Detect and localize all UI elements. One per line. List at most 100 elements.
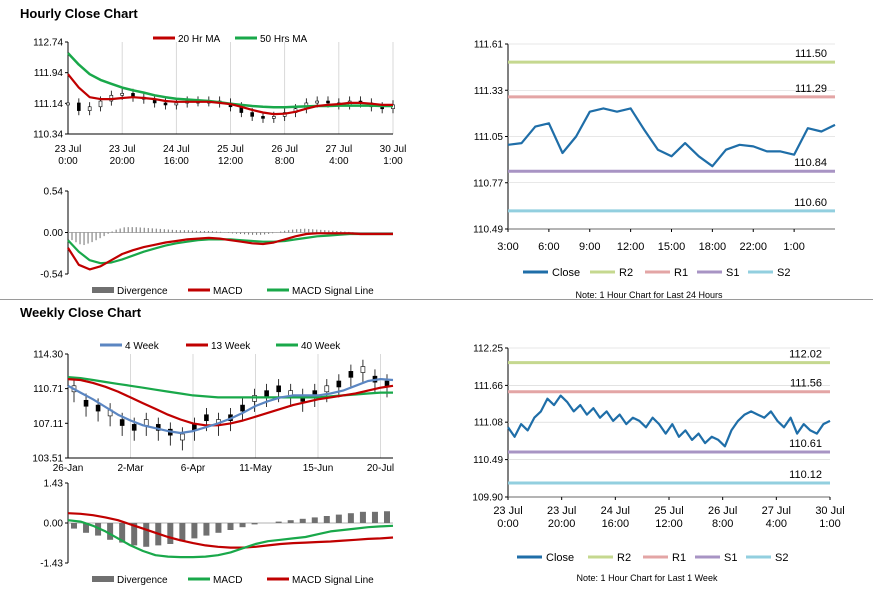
- y-tick-label: 0.54: [44, 187, 64, 198]
- legend-macd-signal-label: MACD Signal Line: [292, 286, 374, 297]
- candle-body: [83, 399, 89, 407]
- 20-hr-ma-line: [67, 73, 393, 116]
- divergence-bar: [71, 523, 77, 529]
- divergence-bar: [131, 523, 138, 546]
- legend-s2-label: S2: [777, 267, 790, 279]
- x-tick-label: 20-Jul: [367, 463, 394, 474]
- legend-s2-label: S2: [775, 552, 788, 564]
- divergence-bar: [119, 523, 126, 543]
- divergence-bar: [347, 513, 354, 523]
- y-tick-label: 107.11: [33, 419, 63, 430]
- candle-body: [174, 102, 179, 106]
- x-tick-label: 8:00: [275, 156, 295, 167]
- x-tick-label: 30 Jul: [815, 505, 844, 517]
- divergence-bar: [371, 511, 378, 523]
- divergence-bar: [107, 523, 114, 540]
- y-tick-label: 111.33: [474, 86, 504, 97]
- y-tick-label: 110.71: [33, 384, 63, 395]
- y-tick-label: 114.30: [33, 350, 63, 361]
- x-tick-label: 0:00: [58, 156, 78, 167]
- candle-body: [180, 433, 185, 441]
- candle-body: [261, 116, 265, 119]
- x-tick-label: 12:00: [617, 241, 645, 253]
- legend-macd-label: MACD: [213, 575, 242, 586]
- close-line: [507, 107, 836, 168]
- divergence-bar: [95, 523, 102, 536]
- y-tick-label: 111.05: [474, 132, 504, 143]
- divergence-bar: [215, 523, 222, 533]
- y-tick-label: -0.54: [40, 270, 63, 281]
- legend-40-week-label: 40 Week: [301, 341, 341, 352]
- y-tick-label: 110.49: [473, 225, 503, 236]
- x-tick-label: 26 Jul: [708, 505, 737, 517]
- level-label-r1: 111.29: [795, 83, 827, 95]
- legend-4-week-label: 4 Week: [125, 341, 160, 352]
- weekly-section-title: Weekly Close Chart: [20, 305, 142, 320]
- x-tick-label: 16:00: [164, 156, 189, 167]
- level-label-s1: 110.84: [794, 157, 827, 169]
- x-tick-label: 23 Jul: [55, 144, 82, 155]
- divergence-bar: [384, 511, 390, 523]
- divergence-bar: [335, 514, 342, 523]
- legend-r1-label: R1: [674, 267, 688, 279]
- divergence-bar: [191, 523, 198, 539]
- x-tick-label: 24 Jul: [601, 505, 630, 517]
- candle-body: [272, 116, 276, 119]
- candle-body: [131, 424, 137, 431]
- x-tick-label: 6-Apr: [181, 463, 206, 474]
- x-tick-label: 11-May: [239, 463, 272, 474]
- x-tick-label: 23 Jul: [109, 144, 136, 155]
- legend-s1-label: S1: [726, 267, 739, 279]
- candle-body: [250, 112, 254, 117]
- macd-signal-line: [67, 232, 393, 265]
- legend-divergence-label: Divergence: [117, 286, 168, 297]
- y-tick-label: 110.34: [33, 130, 63, 141]
- x-tick-label: 9:00: [579, 241, 600, 253]
- x-tick-label: 20:00: [110, 156, 135, 167]
- x-tick-label: 25 Jul: [217, 144, 244, 155]
- divergence-bar: [83, 523, 90, 533]
- chart-note: Note: 1 Hour Chart for Last 24 Hours: [575, 290, 723, 300]
- x-tick-label: 8:00: [712, 518, 733, 530]
- legend-divergence-swatch: [92, 287, 114, 293]
- divergence-bar: [179, 523, 186, 542]
- candle-body: [264, 390, 269, 397]
- divergence-bar: [311, 517, 318, 523]
- candle-body: [87, 106, 92, 111]
- divergence-bar: [299, 518, 306, 523]
- candle-body: [360, 366, 366, 373]
- macd-line: [67, 519, 394, 559]
- x-tick-label: 1:00: [819, 518, 840, 530]
- x-tick-label: 27 Jul: [325, 144, 352, 155]
- candle-body: [120, 93, 124, 96]
- legend-r2-label: R2: [617, 552, 631, 564]
- candle-body: [326, 100, 330, 104]
- x-tick-label: 15:00: [658, 241, 686, 253]
- divergence-bar: [143, 523, 150, 547]
- divergence-bar: [203, 523, 210, 536]
- y-tick-label: 103.51: [32, 454, 63, 465]
- x-tick-label: 25 Jul: [654, 505, 683, 517]
- level-label-s1: 110.61: [789, 438, 822, 450]
- legend-50-hrs-ma-label: 50 Hrs MA: [260, 34, 308, 45]
- candle-body: [98, 100, 103, 108]
- close-line: [507, 394, 831, 448]
- x-tick-label: 23 Jul: [493, 505, 522, 517]
- legend-r2-label: R2: [619, 267, 633, 279]
- x-tick-label: 12:00: [218, 156, 243, 167]
- x-tick-label: 23 Jul: [547, 505, 576, 517]
- divergence-bar: [323, 516, 330, 523]
- legend-macd-label: MACD: [213, 286, 242, 297]
- x-tick-label: 4:00: [766, 518, 787, 530]
- y-tick-label: 111.66: [474, 381, 504, 392]
- legend-divergence-swatch: [92, 576, 114, 582]
- y-tick-label: 111.08: [474, 418, 504, 429]
- y-tick-label: 112.74: [33, 38, 63, 49]
- x-tick-label: 1:00: [383, 156, 403, 167]
- divergence-bar: [251, 523, 258, 525]
- candle-body: [119, 419, 125, 426]
- x-tick-label: 16:00: [602, 518, 630, 530]
- divergence-bar: [167, 523, 174, 544]
- macd-line: [67, 232, 393, 271]
- candle-body: [324, 385, 330, 393]
